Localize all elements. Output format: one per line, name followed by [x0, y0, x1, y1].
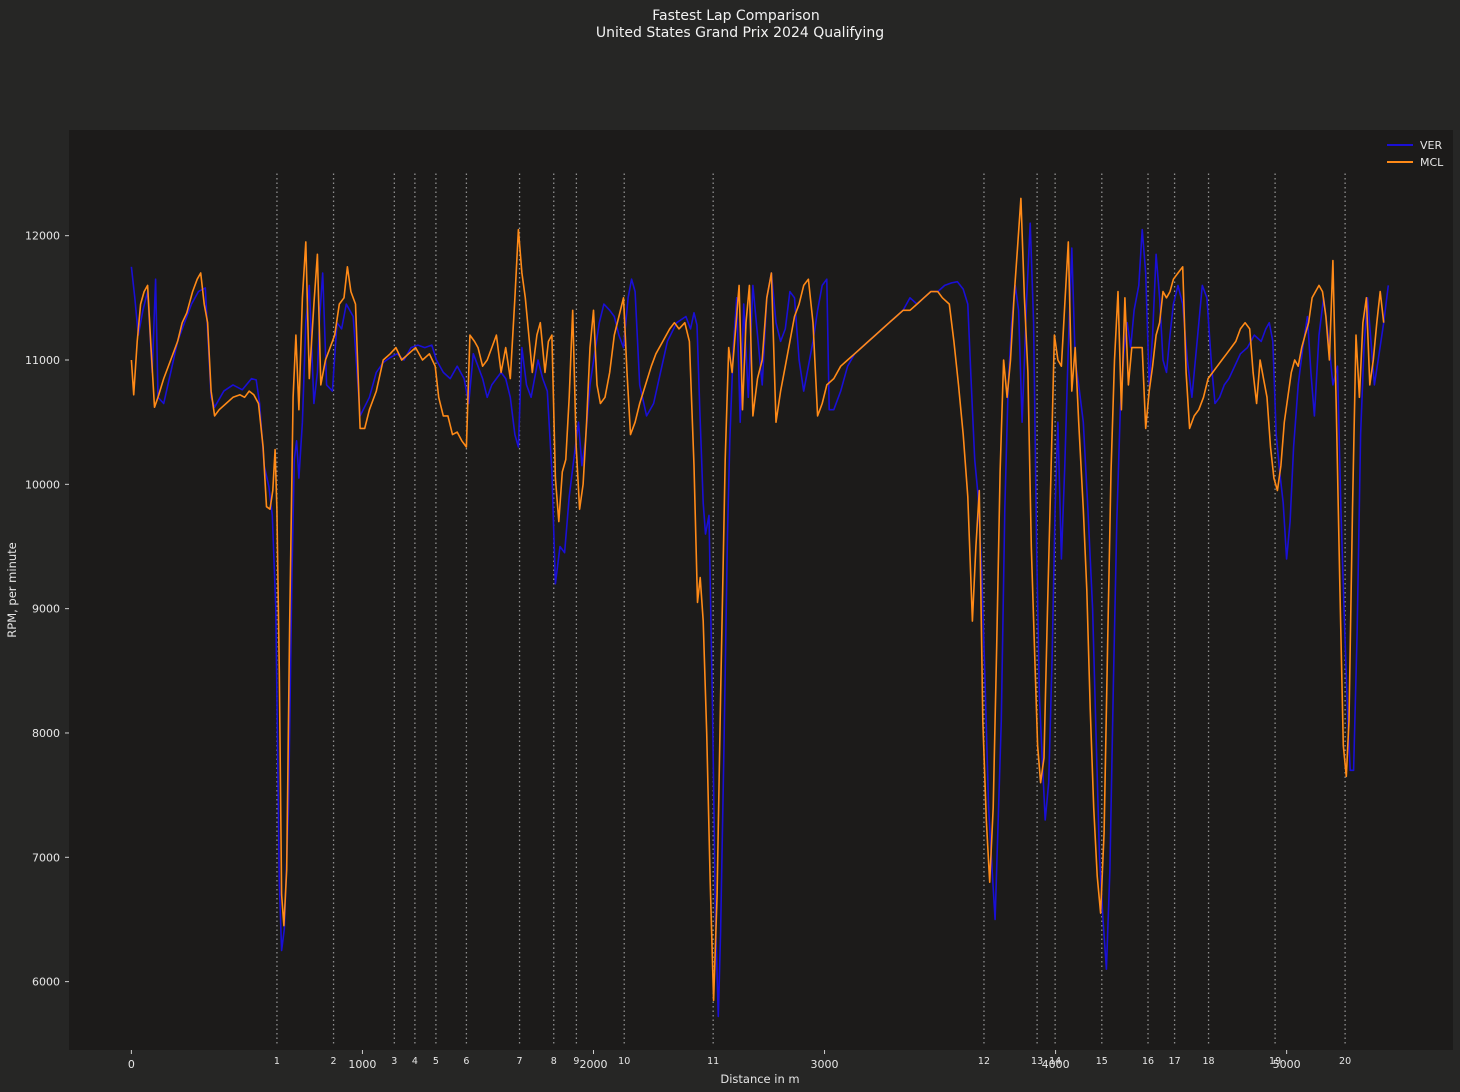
corner-label-11: 11: [707, 1056, 719, 1067]
legend-label-mcl: MCL: [1420, 156, 1444, 169]
chart-subtitle: United States Grand Prix 2024 Qualifying: [596, 25, 884, 41]
x-tick-label: 4000: [1042, 1058, 1070, 1071]
x-axis-ticks: 0 1000 2000 3000 4000 5000: [128, 1050, 1301, 1071]
corner-label-7: 7: [517, 1056, 523, 1067]
corner-label-13: 13: [1031, 1056, 1043, 1067]
legend: VER MCL: [1387, 139, 1444, 169]
corner-label-8: 8: [551, 1056, 557, 1067]
legend-label-ver: VER: [1420, 139, 1442, 152]
y-tick-label: 9000: [32, 603, 60, 616]
corner-label-19: 19: [1269, 1056, 1281, 1067]
y-axis-ticks: 6000 7000 8000 9000 10000 11000 12000: [25, 230, 69, 989]
corner-label-15: 15: [1096, 1056, 1108, 1067]
x-tick-label: 1000: [348, 1058, 376, 1071]
corner-label-12: 12: [978, 1056, 990, 1067]
corner-label-16: 16: [1142, 1056, 1154, 1067]
corner-label-3: 3: [391, 1056, 397, 1067]
y-tick-label: 7000: [32, 851, 60, 864]
x-tick-label: 3000: [811, 1058, 839, 1071]
x-tick-label: 0: [128, 1058, 135, 1071]
y-tick-label: 8000: [32, 727, 60, 740]
corner-label-6: 6: [463, 1056, 469, 1067]
series-lines: [130, 197, 1390, 1018]
corner-label-5: 5: [433, 1056, 439, 1067]
corner-label-20: 20: [1339, 1056, 1351, 1067]
x-tick-label: 2000: [579, 1058, 607, 1071]
corner-label-4: 4: [412, 1056, 418, 1067]
corner-label-2: 2: [331, 1056, 337, 1067]
series-line-mcl: [130, 197, 1385, 1002]
y-tick-label: 12000: [25, 230, 60, 243]
y-tick-label: 11000: [25, 354, 60, 367]
y-tick-label: 10000: [25, 478, 60, 491]
x-axis-label: Distance in m: [720, 1072, 799, 1086]
plot-area: [69, 130, 1453, 1050]
corner-label-14: 14: [1049, 1056, 1061, 1067]
y-axis-label: RPM, per minute: [5, 542, 19, 637]
corner-label-10: 10: [618, 1056, 630, 1067]
corner-label-18: 18: [1203, 1056, 1215, 1067]
x-tick-label: 5000: [1273, 1058, 1301, 1071]
corner-label-9: 9: [573, 1056, 579, 1067]
chart-title: Fastest Lap Comparison: [652, 8, 820, 24]
corner-markers: 1 2 3 4 5 6 7 8 9 10 11 12 13 14 15 16 17 18 19 20: [274, 173, 1351, 1067]
corner-label-1: 1: [274, 1056, 280, 1067]
y-tick-label: 6000: [32, 976, 60, 989]
corner-label-17: 17: [1169, 1056, 1181, 1067]
series-line-ver: [130, 222, 1390, 1018]
